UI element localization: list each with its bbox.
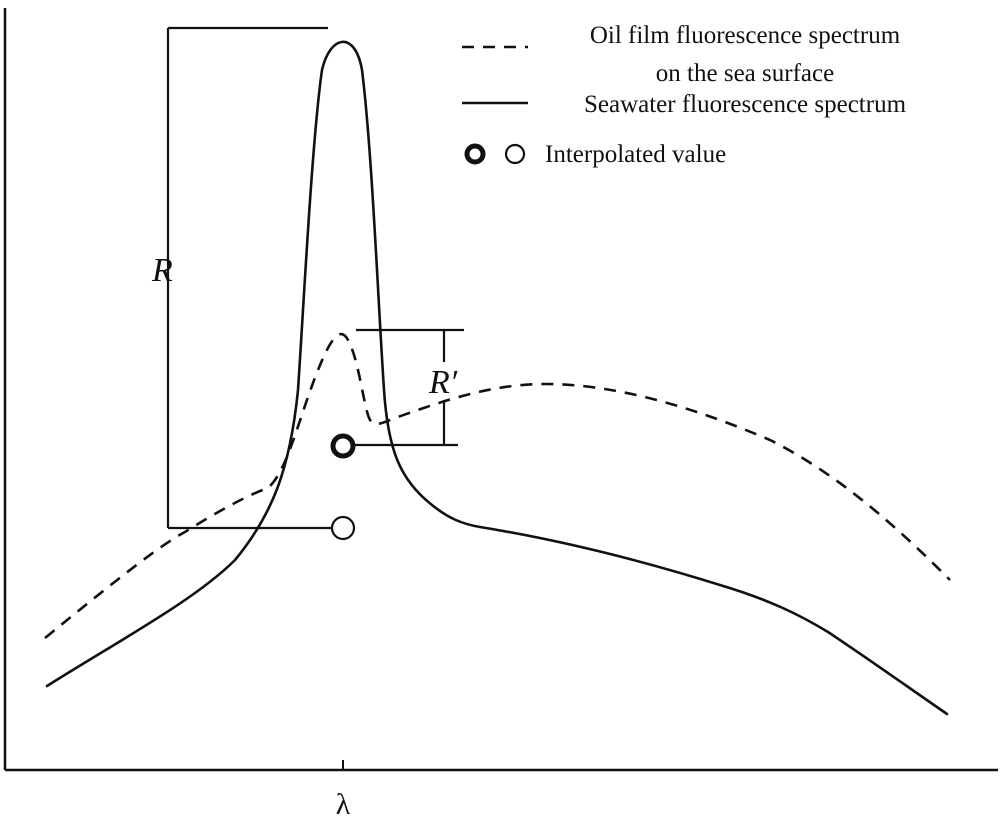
interpolated-value-marker-bold	[330, 433, 356, 459]
seawater-spectrum-curve	[45, 40, 949, 716]
r-label: R	[151, 252, 173, 289]
legend-seawater-label: Seawater fluorescence spectrum	[584, 91, 907, 118]
legend: Oil film fluorescence spectrum on the se…	[462, 22, 907, 168]
legend-interpolated-label: Interpolated value	[545, 141, 726, 168]
x-tick-label: λ	[336, 788, 351, 821]
legend-bold-circle-icon	[464, 143, 486, 165]
legend-oil-film-label-line1: Oil film fluorescence spectrum	[590, 22, 901, 49]
legend-oil-film-label-line2: on the sea surface	[656, 60, 834, 87]
r-bracket	[166, 26, 332, 530]
oil-film-spectrum-curve	[44, 332, 951, 640]
interpolated-value-marker-open	[330, 515, 356, 541]
legend-open-circle-icon	[504, 143, 526, 165]
r-prime-label: R′	[428, 364, 458, 401]
r-prime-bracket	[354, 328, 464, 447]
